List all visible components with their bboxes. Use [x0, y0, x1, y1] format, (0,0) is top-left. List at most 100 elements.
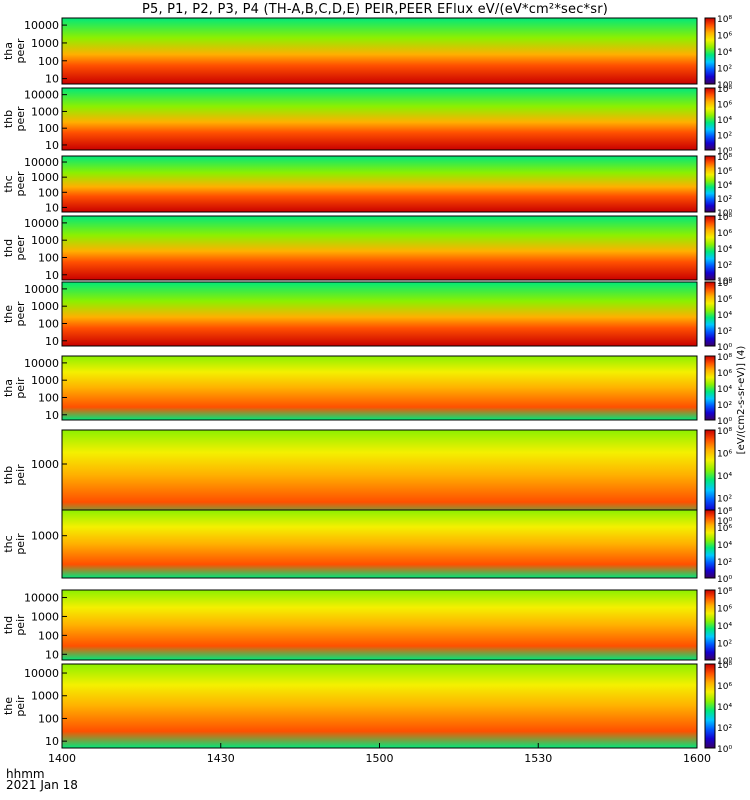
panel-label-product: peir [14, 377, 27, 399]
colorbar-tick-label: 10⁰ [717, 575, 732, 585]
colorbar-tick-label: 10² [717, 132, 732, 142]
colorbar-tick-label: 10⁴ [717, 385, 732, 395]
colorbar-tick-label: 10⁶ [717, 295, 732, 305]
y-tick-label: 1000 [31, 458, 59, 471]
chart-title: P5, P1, P2, P3, P4 (TH-A,B,C,D,E) PEIR,P… [141, 2, 609, 17]
time-axis-label: hhmm [6, 767, 45, 781]
panel-thc-peer: 10000 1000 100 10 thc peer 10⁰ 10² 10⁴ 10⁶ 10⁸ [2, 153, 732, 219]
colorbar-tick-label: 10² [717, 401, 732, 411]
spectrogram-thc-peer [62, 156, 697, 212]
colorbar [704, 215, 716, 281]
y-tick-label: 100 [38, 629, 59, 642]
y-tick-label: 100 [38, 122, 59, 135]
y-tick-label: 10000 [24, 283, 59, 296]
colorbar-tick-label: 10⁶ [717, 682, 732, 692]
colorbar-tick-label: 10⁶ [717, 369, 732, 379]
y-tick-label: 100 [38, 317, 59, 330]
spectrogram-the-peer [62, 282, 697, 346]
panel-label-probe: tha [2, 379, 15, 397]
y-tick-label: 10000 [24, 156, 59, 169]
x-tick-label: 1430 [207, 752, 235, 765]
y-tick-label: 10000 [24, 19, 59, 32]
date-label: 2021 Jan 18 [6, 778, 78, 792]
y-tick-label: 10 [45, 735, 59, 748]
y-tick-label: 1000 [31, 105, 59, 118]
colorbar-tick-label: 10⁸ [717, 85, 732, 95]
y-tick-label: 100 [38, 251, 59, 264]
colorbar-tick-label: 10⁰ [717, 81, 732, 91]
x-tick-label: 1600 [683, 752, 711, 765]
panel-frame [61, 155, 698, 213]
colorbar-tick-label: 10² [717, 724, 732, 734]
colorbar-tick-label: 10⁶ [717, 605, 732, 615]
colorbar-tick-label: 10² [717, 558, 732, 568]
colorbar-tick-label: 10⁸ [717, 587, 732, 597]
colorbar-tick-label: 10⁴ [717, 181, 732, 191]
y-tick-label: 10 [45, 409, 59, 422]
colorbar-tick-label: 10⁸ [717, 661, 732, 671]
colorbar [704, 429, 716, 521]
colorbar-tick-label: 10² [717, 327, 732, 337]
panel-tha-peir: 10000 1000 100 10 tha peir 10⁰ 10² 10⁴ 10⁶ 10⁸ [2, 353, 732, 427]
y-tick-label: 10000 [24, 89, 59, 102]
colorbar-tick-label: 10⁰ [717, 209, 732, 219]
colorbar-tick-label: 10⁰ [717, 343, 732, 353]
colorbar [704, 663, 716, 749]
y-tick-label: 100 [38, 186, 59, 199]
colorbar-tick-label: 10⁰ [717, 745, 732, 755]
panel-label-product: peer [14, 171, 27, 197]
panel-label-product: peer [14, 106, 27, 132]
y-tick-label: 1000 [31, 37, 59, 50]
spectrogram-tha-peer [62, 18, 697, 84]
panel-tha-peer: 10000 1000 100 10 tha peer 10⁰ 10² 10⁴ 10⁶ 10⁸ [2, 15, 732, 91]
y-tick-label: 10000 [24, 357, 59, 370]
spectrogram-the-peir [62, 664, 697, 748]
panel-label-product: peir [14, 695, 27, 717]
colorbar-label: [eV/(cm2-s-sr-eV)] (4) [736, 346, 747, 455]
colorbar-tick-label: 10⁴ [717, 245, 732, 255]
colorbar-tick-label: 10² [717, 261, 732, 271]
y-tick-label: 1000 [31, 171, 59, 184]
colorbar-tick-label: 10⁶ [717, 450, 732, 460]
colorbar-tick-label: 10⁶ [717, 229, 732, 239]
panel-frame [61, 281, 698, 347]
colorbar-tick-label: 10⁶ [717, 101, 732, 111]
y-tick-label: 10 [45, 335, 59, 348]
colorbar-tick-label: 10⁸ [717, 353, 732, 363]
panel-frame [61, 87, 698, 151]
colorbar-tick-label: 10⁰ [717, 657, 732, 667]
spectrogram-thc-peir [62, 510, 697, 578]
y-tick-label: 1000 [31, 234, 59, 247]
x-tick-label: 1500 [366, 752, 394, 765]
panel-label-probe: the [2, 305, 15, 323]
colorbar-tick-label: 10⁰ [717, 517, 732, 527]
y-tick-label: 10 [45, 139, 59, 152]
y-tick-label: 100 [38, 391, 59, 404]
panel-thb-peir: 1000 thb peir 10⁰ 10² 10⁴ 10⁶ 10⁸ [2, 427, 732, 527]
y-tick-label: 10000 [24, 217, 59, 230]
colorbar-tick-label: 10⁸ [717, 507, 732, 517]
y-tick-label: 100 [38, 55, 59, 68]
panel-label-probe: thc [2, 175, 15, 192]
colorbar [704, 589, 716, 661]
y-tick-label: 10000 [24, 592, 59, 605]
panel-frame [61, 509, 698, 579]
panel-label-product: peir [14, 614, 27, 636]
colorbar-tick-label: 10⁴ [717, 116, 732, 126]
colorbar-tick-label: 10⁸ [717, 279, 732, 289]
colorbar [704, 509, 716, 579]
y-tick-label: 10000 [24, 667, 59, 680]
panel-thb-peer: 10000 1000 100 10 thb peer 10⁰ 10² 10⁴ 10⁶ 10⁸ [2, 85, 732, 157]
colorbar-tick-label: 10² [717, 640, 732, 650]
colorbar-tick-label: 10⁰ [717, 277, 732, 287]
y-tick-label: 10 [45, 648, 59, 661]
colorbar-tick-label: 10⁶ [717, 524, 732, 534]
panel-label-product: peer [14, 301, 27, 327]
colorbar-tick-label: 10² [717, 195, 732, 205]
y-tick-label: 10 [45, 269, 59, 282]
panel-label-probe: tha [2, 42, 15, 60]
colorbar-tick-label: 10⁴ [717, 541, 732, 551]
y-tick-label: 1000 [31, 374, 59, 387]
panel-frame [61, 589, 698, 661]
